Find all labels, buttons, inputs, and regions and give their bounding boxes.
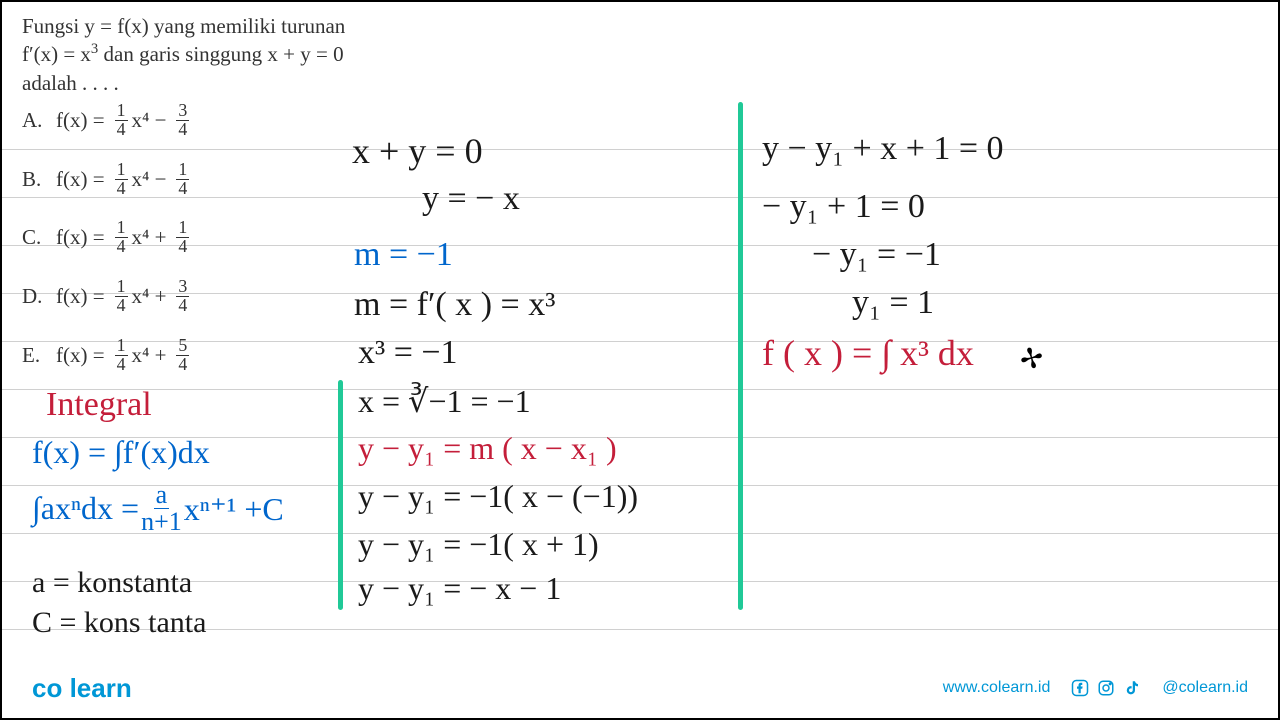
- option-e-label: E.: [22, 343, 46, 368]
- footer: co learn www.colearn.id @colearn.id: [2, 668, 1278, 708]
- option-a-frac2: 34: [176, 102, 189, 139]
- hw-mid-7: y − y₁ = m ( x − x₁ ): [358, 430, 617, 467]
- option-b-frac1: 14: [115, 161, 128, 198]
- hw-right-4: y₁ = 1: [852, 284, 934, 322]
- option-d-label: D.: [22, 284, 46, 309]
- option-b: B. f(x) = 14 x⁴ − 14: [22, 161, 189, 198]
- whiteboard-content: Fungsi y = f(x) yang memiliki turunan f′…: [2, 2, 1278, 718]
- hw-right-1: y − y₁ + x + 1 = 0: [762, 130, 1004, 168]
- option-a-mid: x⁴ −: [132, 108, 167, 133]
- option-d-frac2: 34: [176, 278, 189, 315]
- hw-mid-5: x³ = −1: [358, 334, 458, 372]
- hw-right-5: f ( x ) = ∫ x³ dx: [762, 332, 974, 374]
- social-icons: [1070, 678, 1142, 698]
- option-c-frac2: 14: [176, 219, 189, 256]
- option-c-label: C.: [22, 225, 46, 250]
- instagram-icon: [1096, 678, 1116, 698]
- option-e-frac1: 14: [115, 337, 128, 374]
- hw-mid-4: m = f′( x ) = x³: [354, 286, 555, 324]
- option-c-frac1: 14: [115, 219, 128, 256]
- option-b-prefix: f(x) =: [56, 167, 105, 192]
- hw-right-2: − y₁ + 1 = 0: [762, 188, 925, 226]
- option-a: A. f(x) = 14 x⁴ − 34: [22, 102, 189, 139]
- option-b-mid: x⁴ −: [132, 167, 167, 192]
- option-c: C. f(x) = 14 x⁴ + 14: [22, 219, 189, 256]
- option-a-prefix: f(x) =: [56, 108, 105, 133]
- logo-dot: [62, 673, 69, 703]
- hw-mid-3: m = −1: [354, 236, 453, 274]
- hw-mid-1: x + y = 0: [352, 130, 483, 172]
- option-c-mid: x⁴ +: [132, 225, 167, 250]
- hw-left-2-head: ∫axⁿdx =: [32, 490, 139, 527]
- hw-left-2-frac: a n+1: [139, 482, 184, 535]
- options-list: A. f(x) = 14 x⁴ − 34 B. f(x) = 14 x⁴ − 1…: [22, 102, 189, 395]
- footer-url: www.colearn.id: [943, 679, 1051, 697]
- option-d-mid: x⁴ +: [132, 284, 167, 309]
- hw-mid-6: x = ∛−1 = −1: [358, 382, 531, 420]
- hw-mid-9: y − y₁ = −1( x + 1): [358, 526, 599, 563]
- q2-prefix: f′(x) = x: [22, 42, 91, 66]
- option-e-frac2: 54: [176, 337, 189, 374]
- question-line-1: Fungsi y = f(x) yang memiliki turunan: [22, 12, 345, 40]
- q2-suffix: dan garis singgung x + y = 0: [98, 42, 343, 66]
- divider-left: [338, 380, 343, 610]
- option-e: E. f(x) = 14 x⁴ + 54: [22, 337, 189, 374]
- option-c-prefix: f(x) =: [56, 225, 105, 250]
- logo-part2: learn: [70, 673, 132, 703]
- option-d: D. f(x) = 14 x⁴ + 34: [22, 278, 189, 315]
- footer-handle: @colearn.id: [1162, 679, 1248, 697]
- option-b-label: B.: [22, 167, 46, 192]
- option-e-prefix: f(x) =: [56, 343, 105, 368]
- option-d-frac1: 14: [115, 278, 128, 315]
- option-d-prefix: f(x) =: [56, 284, 105, 309]
- cursor-icon: ✢: [1016, 340, 1047, 378]
- hw-left-1: f(x) = ∫f′(x)dx: [32, 434, 210, 471]
- hw-left-3: a = konstanta: [32, 566, 192, 600]
- tiktok-icon: [1122, 678, 1142, 698]
- question-block: Fungsi y = f(x) yang memiliki turunan f′…: [22, 12, 345, 97]
- logo-part1: co: [32, 673, 62, 703]
- brand-logo: co learn: [32, 673, 132, 704]
- hw-left-4: C = kons tanta: [32, 606, 206, 640]
- option-e-mid: x⁴ +: [132, 343, 167, 368]
- option-a-frac1: 14: [115, 102, 128, 139]
- option-b-frac2: 14: [176, 161, 189, 198]
- hw-mid-10: y − y₁ = − x − 1: [358, 570, 561, 607]
- divider-right: [738, 102, 743, 610]
- question-line-2: f′(x) = x3 dan garis singgung x + y = 0: [22, 40, 345, 68]
- hw-left-2: ∫axⁿdx = a n+1 xⁿ⁺¹ +C: [32, 482, 284, 535]
- question-line-3: adalah . . . .: [22, 69, 345, 97]
- hw-mid-8: y − y₁ = −1( x − (−1)): [358, 478, 638, 515]
- hw-integral-title: Integral: [46, 386, 152, 424]
- hw-right-3: − y₁ = −1: [812, 236, 941, 274]
- hw-left-2-tail: xⁿ⁺¹ +C: [184, 490, 284, 528]
- facebook-icon: [1070, 678, 1090, 698]
- hw-mid-2: y = − x: [422, 180, 520, 218]
- option-a-label: A.: [22, 108, 46, 133]
- footer-right: www.colearn.id @colearn.id: [943, 678, 1248, 698]
